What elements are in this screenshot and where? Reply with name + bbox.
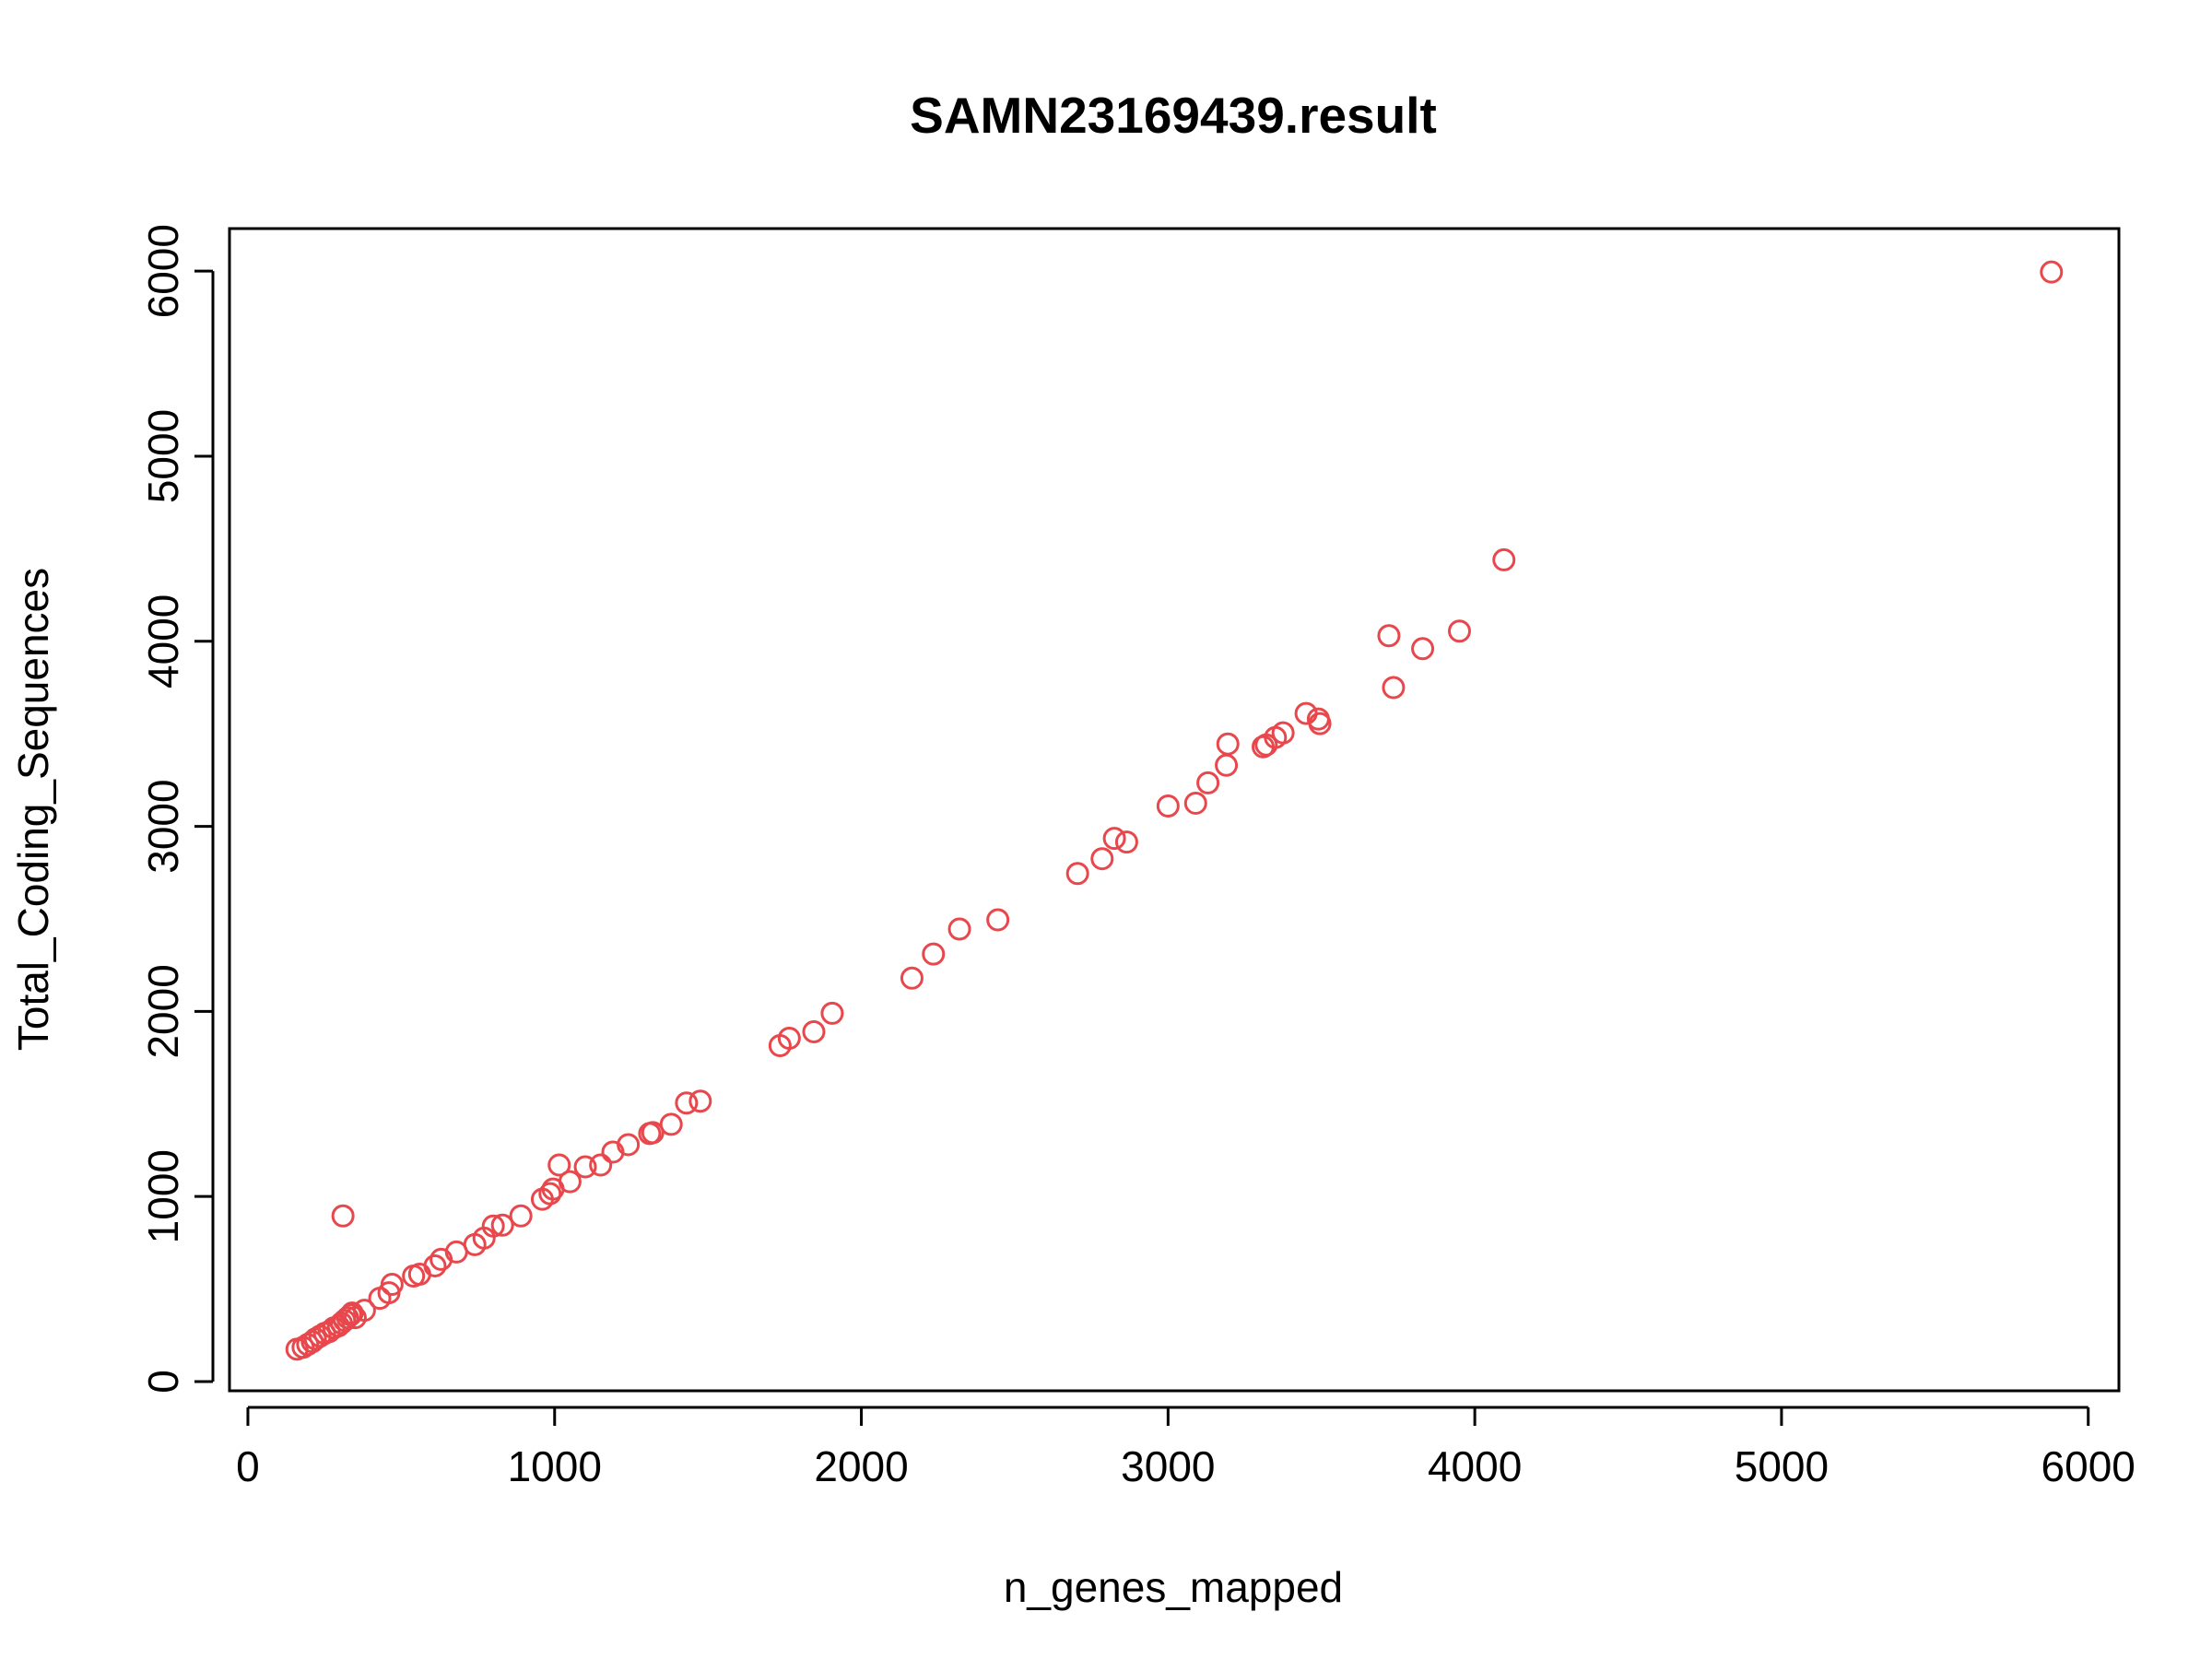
data-point — [1271, 721, 1295, 745]
data-point — [688, 1089, 712, 1113]
data-point — [1492, 547, 1516, 571]
data-point — [481, 1214, 505, 1238]
data-point — [1065, 862, 1089, 886]
y-axis: 0 1000 2000 3000 4000 5000 6000 — [139, 224, 215, 1394]
x-tick-label: 2000 — [814, 1442, 908, 1490]
chart-title: SAMN23169439.result — [910, 87, 1437, 144]
y-tick-label: 4000 — [139, 594, 187, 688]
data-point — [352, 1299, 376, 1323]
data-point — [1156, 794, 1180, 818]
data-point — [558, 1170, 582, 1194]
data-point — [820, 1001, 844, 1025]
data-point — [1114, 830, 1138, 854]
data-point — [1377, 624, 1401, 648]
data-point — [1183, 791, 1207, 815]
x-axis: 0 1000 2000 3000 4000 5000 6000 — [236, 1406, 2136, 1490]
data-point — [1447, 619, 1471, 643]
y-tick-label: 1000 — [139, 1149, 187, 1243]
data-point — [1102, 827, 1126, 851]
data-point — [331, 1204, 355, 1228]
data-point — [1308, 712, 1332, 735]
data-point — [641, 1121, 665, 1145]
data-point — [2040, 260, 2064, 284]
data-point — [675, 1091, 699, 1115]
data-point — [333, 1309, 357, 1333]
x-tick-label: 0 — [236, 1442, 260, 1490]
data-point — [423, 1253, 447, 1277]
data-point — [1196, 771, 1220, 794]
data-point — [802, 1019, 826, 1043]
y-tick-label: 6000 — [139, 224, 187, 318]
x-tick-label: 5000 — [1735, 1442, 1829, 1490]
data-point — [1411, 637, 1435, 661]
x-tick-label: 6000 — [2041, 1442, 2136, 1490]
data-point — [1215, 753, 1239, 777]
y-tick-label: 3000 — [139, 779, 187, 873]
y-tick-label: 2000 — [139, 964, 187, 1058]
y-axis-label: Total_Coding_Sequences — [9, 568, 57, 1051]
data-point — [922, 942, 946, 966]
data-point — [1294, 701, 1318, 725]
data-points — [285, 260, 2064, 1361]
x-axis-label: n_genes_mapped — [1004, 1563, 1343, 1611]
data-point — [547, 1153, 571, 1177]
x-tick-label: 4000 — [1428, 1442, 1522, 1490]
y-tick-label: 0 — [139, 1370, 187, 1394]
x-tick-label: 1000 — [508, 1442, 602, 1490]
data-point — [617, 1133, 641, 1157]
plot-frame — [228, 227, 2121, 1393]
data-point — [589, 1153, 613, 1177]
data-point — [538, 1182, 562, 1206]
data-point — [509, 1204, 533, 1228]
data-point — [947, 917, 971, 941]
data-point — [340, 1301, 364, 1325]
data-point — [777, 1026, 801, 1050]
data-point — [900, 966, 924, 990]
data-point — [1382, 676, 1406, 700]
data-point — [1090, 847, 1114, 871]
y-tick-label: 5000 — [139, 409, 187, 503]
data-point — [490, 1213, 514, 1237]
data-point — [1216, 732, 1240, 756]
data-point — [380, 1273, 404, 1297]
data-point — [986, 908, 1010, 932]
data-point — [573, 1155, 597, 1179]
data-point — [659, 1112, 683, 1136]
x-tick-label: 3000 — [1121, 1442, 1215, 1490]
